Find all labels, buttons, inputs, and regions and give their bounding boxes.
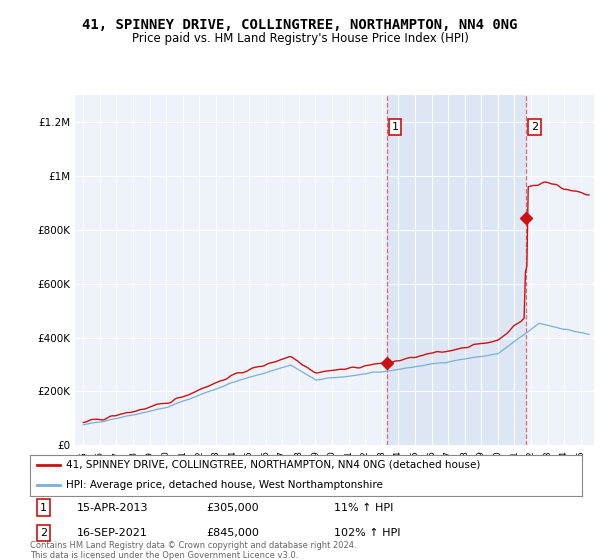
Text: 16-SEP-2021: 16-SEP-2021 <box>77 528 148 538</box>
Text: 1: 1 <box>392 122 398 132</box>
Text: 41, SPINNEY DRIVE, COLLINGTREE, NORTHAMPTON, NN4 0NG: 41, SPINNEY DRIVE, COLLINGTREE, NORTHAMP… <box>82 18 518 32</box>
Text: 2: 2 <box>40 528 47 538</box>
Text: £845,000: £845,000 <box>206 528 260 538</box>
Text: £305,000: £305,000 <box>206 503 259 512</box>
Text: 102% ↑ HPI: 102% ↑ HPI <box>334 528 400 538</box>
Bar <box>386 95 526 445</box>
Text: 1: 1 <box>40 503 47 512</box>
Text: Contains HM Land Registry data © Crown copyright and database right 2024.
This d: Contains HM Land Registry data © Crown c… <box>30 540 356 560</box>
Text: 2: 2 <box>531 122 538 132</box>
Text: HPI: Average price, detached house, West Northamptonshire: HPI: Average price, detached house, West… <box>66 480 383 491</box>
Text: Price paid vs. HM Land Registry's House Price Index (HPI): Price paid vs. HM Land Registry's House … <box>131 32 469 45</box>
Text: 41, SPINNEY DRIVE, COLLINGTREE, NORTHAMPTON, NN4 0NG (detached house): 41, SPINNEY DRIVE, COLLINGTREE, NORTHAMP… <box>66 460 480 470</box>
Text: 15-APR-2013: 15-APR-2013 <box>77 503 148 512</box>
Text: 11% ↑ HPI: 11% ↑ HPI <box>334 503 393 512</box>
